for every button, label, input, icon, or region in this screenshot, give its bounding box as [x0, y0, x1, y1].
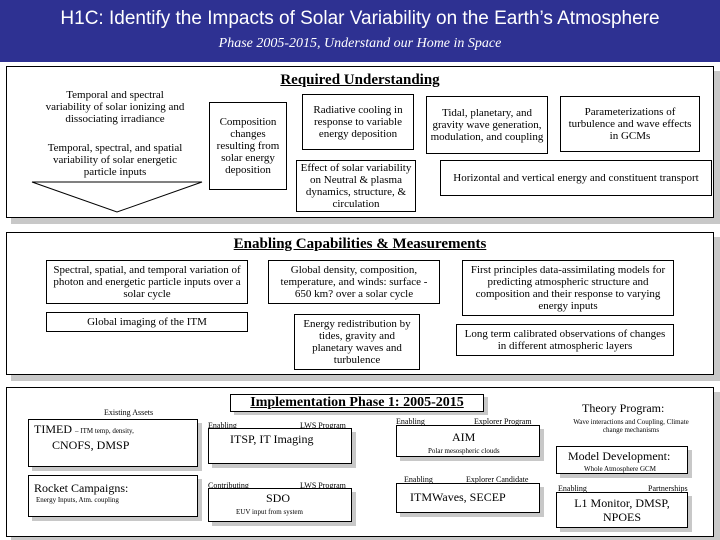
- enabling-item-data-assimilating-models: First principles data-assimilating model…: [462, 260, 674, 316]
- required-understanding-title: Required Understanding: [280, 72, 440, 88]
- header-banner: H1C: Identify the Impacts of Solar Varia…: [0, 0, 720, 62]
- model-development-box: [556, 446, 688, 474]
- page-title: H1C: Identify the Impacts of Solar Varia…: [60, 8, 660, 29]
- enabling-item-global-density: Global density, composition, temperature…: [268, 260, 440, 304]
- aim-program-label: Explorer Program: [474, 417, 532, 426]
- cnofs-dmsp-label: CNOFS, DMSP: [52, 438, 130, 452]
- aim-box: [396, 425, 540, 457]
- itmwaves-enabling-label: Enabling: [404, 475, 433, 484]
- enabling-item-photon-inputs: Spectral, spatial, and temporal variatio…: [46, 260, 248, 304]
- sdo-contributing-label: Contributing: [208, 481, 249, 490]
- timed-box: [28, 419, 198, 467]
- itmwaves-label: ITMWaves, SECEP: [410, 490, 506, 504]
- model-development-label: Model Development:: [568, 449, 671, 463]
- req-item-transport: Horizontal and vertical energy and const…: [440, 160, 712, 196]
- timed-name: TIMED: [34, 422, 72, 436]
- req-item-composition: Composition changes resulting from solar…: [209, 102, 287, 190]
- req-item-neutral-plasma: Effect of solar variability on Neutral &…: [296, 160, 416, 212]
- itmwaves-program-label: Explorer Candidate: [466, 475, 529, 484]
- sdo-label: SDO: [266, 491, 291, 505]
- aim-label: AIM: [452, 430, 476, 444]
- aim-enabling-label: Enabling: [396, 417, 425, 426]
- itsp-box: [208, 428, 352, 464]
- enabling-capabilities-title: Enabling Capabilities & Measurements: [233, 236, 487, 252]
- theory-program-label: Theory Program:: [582, 401, 665, 415]
- timed-note: – ITM temp, density,: [75, 427, 134, 435]
- l1-monitor-box: L1 Monitor, DMSP, NPOES: [556, 492, 688, 528]
- page-subtitle: Phase 2005-2015, Understand our Home in …: [218, 36, 502, 51]
- sdo-program-label: LWS Program: [300, 481, 346, 490]
- sdo-note: EUV input from system: [236, 508, 303, 516]
- itsp-enabling-label: Enabling: [208, 421, 237, 430]
- req-item-radiative-cooling: Radiative cooling in response to variabl…: [302, 94, 414, 150]
- funnel-arrow-icon: [31, 181, 203, 213]
- enabling-item-energy-redistribution: Energy redistribution by tides, gravity …: [294, 314, 420, 370]
- itmwaves-box: [396, 483, 540, 513]
- itsp-program-label: LWS Program: [300, 421, 346, 430]
- aim-note: Polar mesospheric clouds: [428, 447, 500, 455]
- timed-label: TIMED – ITM temp, density,: [34, 422, 134, 437]
- implementation-title: Implementation Phase 1: 2005-2015: [230, 394, 484, 412]
- l1-partnerships-label: Partnerships: [648, 484, 688, 493]
- req-item-tidal-waves: Tidal, planetary, and gravity wave gener…: [426, 96, 548, 154]
- theory-program-note: Wave interactions and Coupling, Climate …: [566, 416, 696, 436]
- req-item-irradiance: Temporal and spectral variability of sol…: [40, 86, 190, 128]
- rocket-campaigns-label: Rocket Campaigns:: [34, 481, 129, 495]
- l1-enabling-label: Enabling: [558, 484, 587, 493]
- itsp-label: ITSP, IT Imaging: [230, 432, 314, 446]
- enabling-item-long-term-observations: Long term calibrated observations of cha…: [456, 324, 674, 356]
- req-item-particle-inputs: Temporal, spectral, and spatial variabil…: [36, 140, 194, 180]
- enabling-item-global-imaging: Global imaging of the ITM: [46, 312, 248, 332]
- existing-assets-label: Existing Assets: [104, 408, 154, 417]
- model-development-note: Whole Atmosphere GCM: [584, 465, 656, 473]
- rocket-campaigns-box: [28, 475, 198, 517]
- rocket-campaigns-note: Energy Inputs, Atm. coupling: [36, 496, 119, 504]
- sdo-box: [208, 488, 352, 522]
- req-item-parameterizations: Parameterizations of turbulence and wave…: [560, 96, 700, 152]
